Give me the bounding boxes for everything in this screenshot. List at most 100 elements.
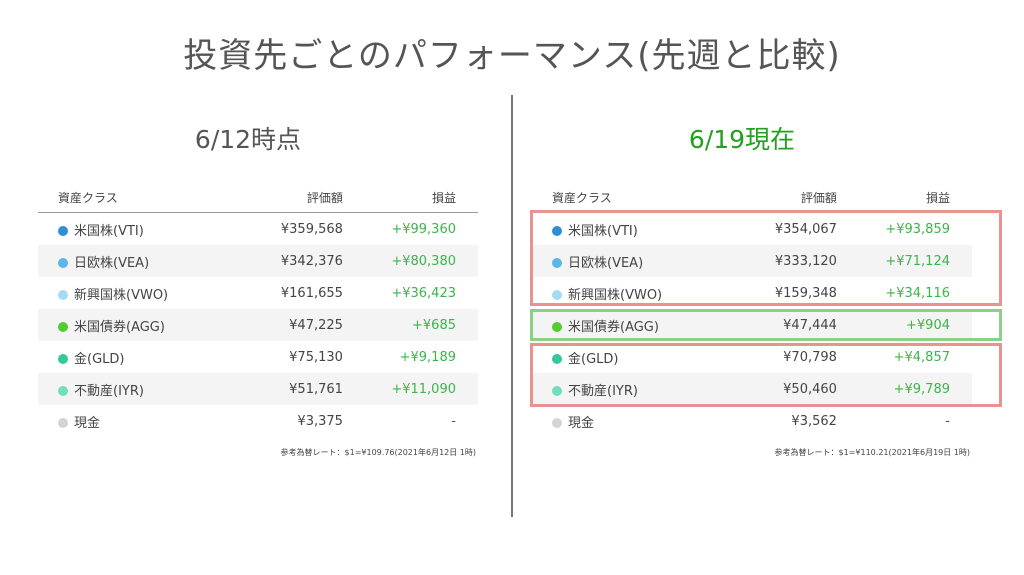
asset-name: 現金 [568,415,595,431]
table-header-row: 資産クラス 評価額 損益 [532,182,972,213]
table-row: 米国株(VTI) ¥359,568 +¥99,360 [38,213,478,246]
asset-name: 日欧株(VEA) [568,255,644,271]
exchange-rate-note: 参考為替レート：$1=¥109.76(2021年6月12日 1時) [280,448,476,457]
asset-color-dot [552,385,562,396]
asset-color-dot [552,417,562,428]
asset-cell: 新興国株(VWO) [532,277,749,309]
panel-subtitle: 6/12時点 [194,125,302,154]
pl-cell: +¥99,360 [391,221,456,237]
value-cell: ¥359,568 [280,221,343,237]
header-pl: 損益 [342,182,478,213]
pl-cell: - [451,413,456,429]
asset-cell: 日欧株(VEA) [532,245,750,277]
value-cell: ¥342,376 [255,245,343,277]
asset-name: 米国債券(AGG) [74,319,165,335]
asset-cell: 米国株(VTI) [38,213,255,246]
asset-name: 金(GLD) [568,351,619,367]
asset-color-dot [58,321,68,332]
asset-name: 不動産(IYR) [74,383,144,399]
value-cell: ¥50,460 [749,373,837,405]
value-cell: ¥159,348 [774,285,837,301]
pl-cell: +¥34,116 [885,285,950,301]
asset-color-dot [552,289,562,300]
asset-color-dot [58,417,68,428]
asset-cell: 米国株(VTI) [532,213,749,246]
pl-cell: +¥71,124 [836,245,972,277]
highlight-box-gold-reit [530,343,1002,407]
asset-color-dot [58,257,68,268]
table-row: 新興国株(VWO) ¥161,655 +¥36,423 [38,277,478,309]
asset-color-dot [552,257,562,268]
table-row: 現金 ¥3,562 - [532,405,972,437]
asset-color-dot [58,385,68,396]
header-asset: 資産クラス [38,182,256,213]
header-value: 評価額 [255,182,343,213]
asset-color-dot [552,225,562,236]
asset-table: 資産クラス 評価額 損益 米国株(VTI) ¥354,067 +¥93,859 日欧株… [532,182,972,437]
asset-color-dot [552,353,562,364]
value-cell: ¥70,798 [783,349,837,365]
table-row: 日欧株(VEA) ¥342,376 +¥80,380 [38,245,478,277]
header-value: 評価額 [749,182,837,213]
highlight-box-stocks [530,210,1002,306]
highlight-box-bonds [530,309,1002,341]
exchange-rate-note: 参考為替レート：$1=¥110.21(2021年6月19日 1時) [774,448,970,457]
asset-color-dot [58,289,68,300]
table-row: 米国株(VTI) ¥354,067 +¥93,859 [532,213,972,246]
asset-cell: 不動産(IYR) [38,373,256,405]
header-pl: 損益 [836,182,972,213]
panel-subtitle: 6/19現在 [688,125,796,154]
panel-before: 6/12時点 資産クラス 評価額 損益 米国株(VTI) ¥359,568 +¥99… [38,120,478,458]
panel-current: 6/19現在 資産クラス 評価額 損益 米国株(VTI) ¥354,067 +¥93… [532,120,972,458]
asset-name: 米国株(VTI) [568,223,638,239]
value-cell: ¥354,067 [774,221,837,237]
table-row: 金(GLD) ¥70,798 +¥4,857 [532,341,972,373]
asset-table: 資産クラス 評価額 損益 米国株(VTI) ¥359,568 +¥99,360 日欧株… [38,182,478,437]
asset-color-dot [58,353,68,364]
asset-name: 新興国株(VWO) [568,287,663,303]
table-row: 米国債券(AGG) ¥47,225 +¥685 [38,309,478,341]
pl-cell: +¥9,189 [399,349,456,365]
asset-name: 金(GLD) [74,351,125,367]
asset-cell: 不動産(IYR) [532,373,750,405]
pl-cell: +¥904 [836,309,972,341]
table-row: 日欧株(VEA) ¥333,120 +¥71,124 [532,245,972,277]
table-row: 不動産(IYR) ¥51,761 +¥11,090 [38,373,478,405]
vertical-divider [511,95,513,517]
table-row: 新興国株(VWO) ¥159,348 +¥34,116 [532,277,972,309]
pl-cell: +¥11,090 [342,373,478,405]
asset-cell: 現金 [38,405,255,437]
page-title: 投資先ごとのパフォーマンス(先週と比較) [183,36,841,76]
asset-color-dot [552,321,562,332]
asset-name: 現金 [74,415,101,431]
asset-cell: 米国債券(AGG) [38,309,256,341]
asset-name: 不動産(IYR) [568,383,638,399]
header-asset: 資産クラス [532,182,750,213]
value-cell: ¥333,120 [749,245,837,277]
value-cell: ¥47,225 [255,309,343,341]
value-cell: ¥3,562 [791,413,837,429]
table-row: 不動産(IYR) ¥50,460 +¥9,789 [532,373,972,405]
pl-cell: +¥80,380 [342,245,478,277]
table-row: 金(GLD) ¥75,130 +¥9,189 [38,341,478,373]
asset-cell: 金(GLD) [38,341,255,373]
asset-name: 米国株(VTI) [74,223,144,239]
table-header-row: 資産クラス 評価額 損益 [38,182,478,213]
table-row: 米国債券(AGG) ¥47,444 +¥904 [532,309,972,341]
pl-cell: +¥9,789 [836,373,972,405]
asset-name: 日欧株(VEA) [74,255,150,271]
asset-name: 米国債券(AGG) [568,319,659,335]
pl-cell: +¥4,857 [893,349,950,365]
table-body: 米国株(VTI) ¥359,568 +¥99,360 日欧株(VEA) ¥342,376… [38,213,478,438]
value-cell: ¥47,444 [749,309,837,341]
pl-cell: +¥685 [342,309,478,341]
value-cell: ¥161,655 [280,285,343,301]
asset-cell: 金(GLD) [532,341,749,373]
pl-cell: +¥36,423 [391,285,456,301]
asset-cell: 新興国株(VWO) [38,277,255,309]
asset-name: 新興国株(VWO) [74,287,169,303]
asset-color-dot [58,225,68,236]
value-cell: ¥75,130 [289,349,343,365]
table-row: 現金 ¥3,375 - [38,405,478,437]
value-cell: ¥51,761 [255,373,343,405]
